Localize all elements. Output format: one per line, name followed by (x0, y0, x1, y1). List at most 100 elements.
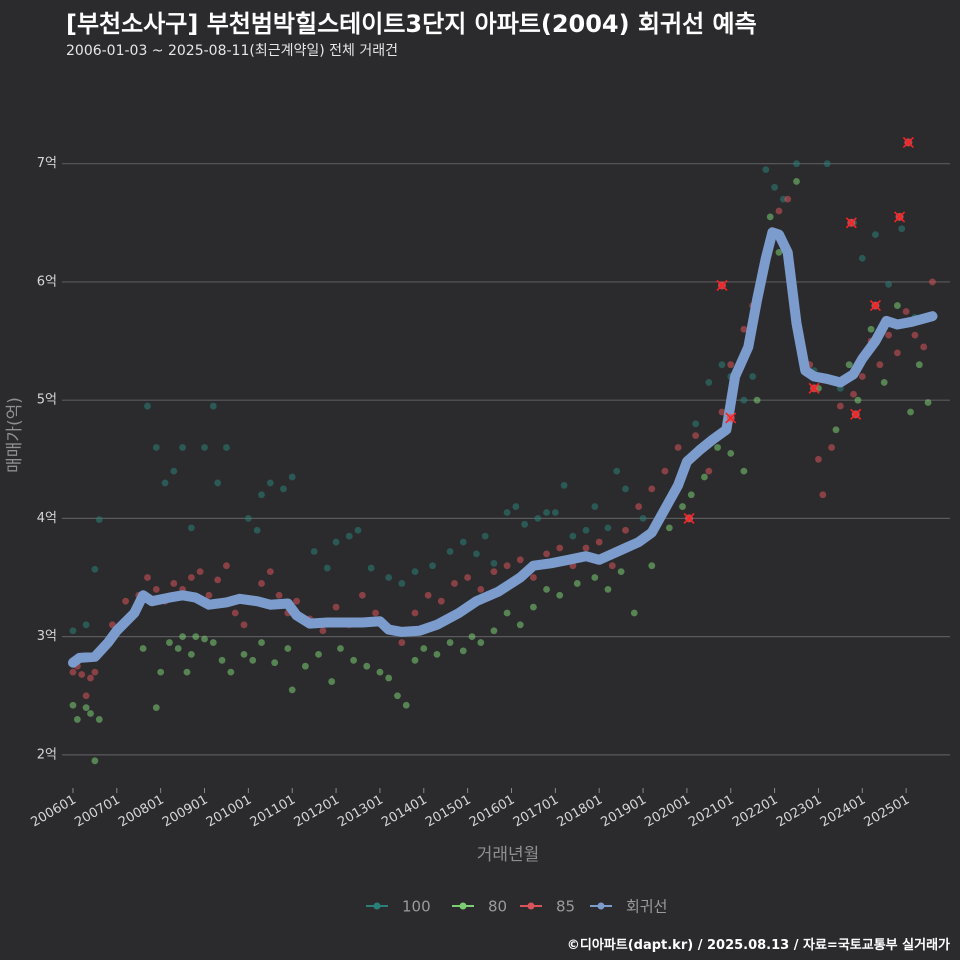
data-point-85 (82, 692, 90, 700)
data-point-80 (924, 399, 932, 406)
data-point-85 (595, 538, 603, 546)
data-point-85 (477, 585, 485, 593)
data-point-80 (209, 639, 217, 646)
data-point-80 (543, 585, 550, 593)
data-point-80 (867, 325, 875, 333)
data-point-80 (648, 562, 656, 570)
data-point-80 (446, 639, 454, 646)
data-point-80 (915, 361, 923, 369)
data-point-100 (446, 548, 454, 555)
data-point-80 (907, 408, 914, 416)
data-point-100 (345, 532, 353, 540)
data-point-80 (880, 379, 888, 386)
data-point-85 (556, 544, 564, 552)
data-point-80 (845, 361, 853, 369)
data-point-85 (674, 444, 682, 451)
data-point-85 (608, 562, 616, 570)
x-axis-ticks: 2006012007012008012009012010012011012012… (28, 788, 912, 830)
data-point-80 (82, 704, 90, 711)
data-point-85 (622, 526, 629, 534)
data-point-80 (753, 396, 761, 404)
data-point-80 (363, 662, 371, 670)
data-point-80 (152, 704, 160, 711)
data-point-100 (481, 532, 489, 540)
data-point-100 (749, 373, 757, 380)
y-tick-label: 3억 (37, 629, 57, 644)
data-point-100 (582, 526, 590, 534)
data-point-80 (573, 580, 581, 587)
data-point-85 (858, 373, 866, 380)
data-point-80 (69, 701, 77, 709)
data-point-80 (183, 668, 191, 676)
data-point-80 (174, 645, 182, 652)
chart-subtitle: 2006-01-03 ~ 2025-08-11(최근계약일) 전체 거래건 (66, 43, 398, 59)
data-point-80 (490, 627, 498, 635)
y-tick-label: 5억 (37, 393, 57, 408)
data-point-100 (95, 516, 103, 523)
cancelled-x-mark (808, 382, 820, 394)
data-point-80 (714, 444, 721, 451)
data-point-100 (323, 564, 331, 572)
data-point-85 (152, 585, 160, 593)
data-point-85 (727, 361, 735, 369)
data-point-100 (266, 479, 274, 487)
data-point-85 (836, 402, 844, 410)
data-point-100 (872, 231, 879, 239)
data-point-100 (793, 160, 800, 168)
x-tick-label: 201101 (248, 792, 298, 830)
data-point-85 (319, 627, 327, 635)
data-point-100 (560, 481, 568, 489)
data-point-80 (793, 178, 800, 185)
data-point-80 (679, 503, 686, 510)
x-tick-label: 200701 (72, 792, 122, 830)
cancelled-x-mark (894, 211, 906, 223)
data-point-80 (727, 449, 735, 457)
data-point-100 (551, 509, 559, 516)
legend-key-dot (459, 902, 467, 910)
data-point-100 (161, 479, 169, 487)
data-point-100 (521, 520, 529, 528)
data-point-80 (288, 686, 296, 694)
data-point-100 (543, 509, 550, 516)
data-point-100 (534, 515, 542, 522)
data-point-100 (569, 532, 577, 540)
data-point-85 (332, 603, 340, 611)
data-point-100 (490, 559, 498, 567)
data-point-100 (503, 509, 511, 516)
data-point-100 (411, 568, 419, 576)
data-point-100 (459, 538, 467, 546)
data-point-85 (828, 444, 835, 451)
data-point-80 (73, 716, 81, 723)
legend-key-dot (597, 902, 605, 910)
x-tick-label: 202001 (642, 792, 692, 830)
data-point-85 (902, 308, 910, 315)
data-point-100 (201, 444, 208, 451)
data-point-85 (205, 591, 213, 599)
data-point-80 (166, 639, 173, 646)
data-point-85 (398, 639, 406, 646)
data-point-85 (144, 574, 151, 581)
data-point-85 (876, 361, 884, 369)
cancelled-x-mark (850, 408, 862, 420)
data-point-100 (69, 627, 77, 635)
data-point-100 (310, 548, 318, 555)
x-tick-label: 201901 (599, 792, 649, 830)
x-tick-label: 201501 (423, 792, 473, 830)
data-point-80 (385, 674, 393, 682)
data-point-100 (473, 550, 480, 558)
data-point-85 (885, 331, 893, 339)
data-point-100 (253, 526, 261, 534)
data-point-80 (315, 650, 322, 658)
data-point-100 (223, 444, 230, 451)
data-point-85 (490, 568, 498, 576)
chart-title: [부천소사구] 부천범박힐스테이트3단지 아파트(2004) 회귀선 예측 (66, 10, 757, 38)
legend-label: 80 (488, 898, 507, 916)
data-point-100 (639, 515, 647, 522)
data-point-100 (367, 564, 375, 572)
data-point-100 (170, 467, 178, 475)
data-point-85 (437, 597, 445, 605)
data-point-80 (503, 609, 511, 617)
data-point-80 (271, 659, 279, 667)
y-tick-label: 6억 (37, 274, 57, 289)
y-axis-ticks: 2억 3억 4억 5억 6억 7억 (37, 156, 57, 762)
